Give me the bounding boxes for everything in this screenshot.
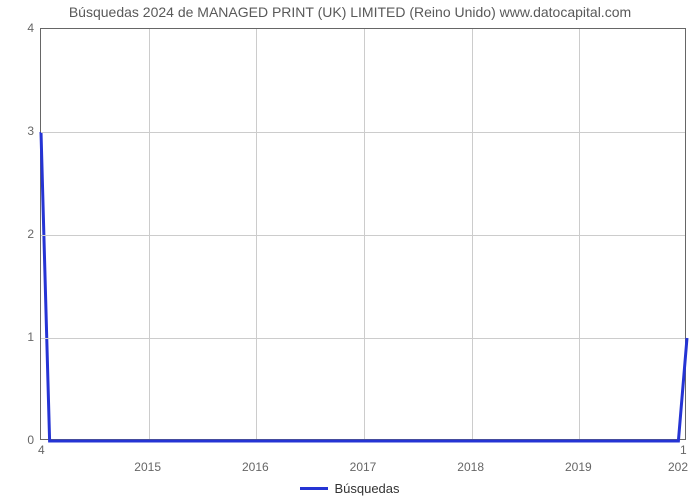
gridline-vertical	[256, 29, 257, 439]
gridline-vertical	[364, 29, 365, 439]
y-tick-label: 2	[4, 227, 34, 241]
x-tick-label: 2017	[338, 460, 388, 474]
legend-item: Búsquedas	[300, 481, 399, 496]
y-tick-label: 4	[4, 21, 34, 35]
y-tick-label: 0	[4, 433, 34, 447]
legend-swatch	[300, 487, 328, 490]
x-tick-label: 2018	[446, 460, 496, 474]
gridline-vertical	[149, 29, 150, 439]
x-tick-label: 2015	[123, 460, 173, 474]
gridline-horizontal	[41, 338, 685, 339]
x-axis-right-cut-label: 202	[668, 460, 688, 474]
corner-label-top-left: 4	[38, 443, 45, 457]
legend-label: Búsquedas	[334, 481, 399, 496]
x-tick-label: 2016	[230, 460, 280, 474]
gridline-vertical	[472, 29, 473, 439]
legend: Búsquedas	[0, 478, 700, 496]
gridline-horizontal	[41, 235, 685, 236]
gridline-horizontal	[41, 132, 685, 133]
gridline-vertical	[579, 29, 580, 439]
chart-title: Búsquedas 2024 de MANAGED PRINT (UK) LIM…	[0, 4, 700, 20]
chart-container: Búsquedas 2024 de MANAGED PRINT (UK) LIM…	[0, 0, 700, 500]
corner-label-top-right: 1	[680, 443, 687, 457]
x-tick-label: 2019	[553, 460, 603, 474]
y-tick-label: 3	[4, 124, 34, 138]
plot-area	[40, 28, 686, 440]
y-tick-label: 1	[4, 330, 34, 344]
